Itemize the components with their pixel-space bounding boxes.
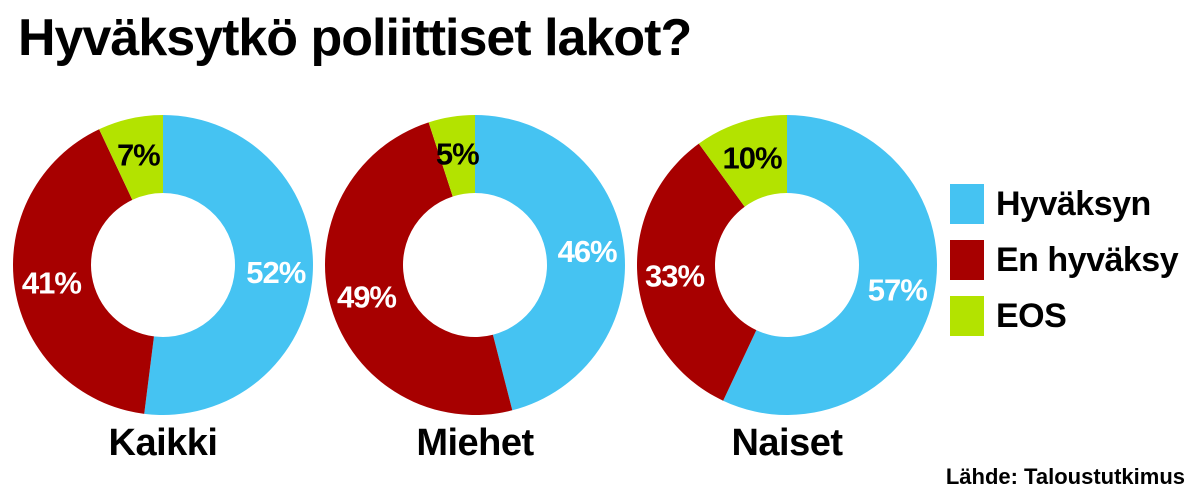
- slice-label-en-hyvaksy: 33%: [645, 259, 704, 294]
- slice-label-eos: 5%: [436, 136, 479, 171]
- legend-swatch-eos: [950, 296, 984, 336]
- slice-label-hyvaksyn: 57%: [868, 273, 927, 308]
- donut-miehet: 46% 49% 5% Miehet: [324, 114, 626, 464]
- slice-eos: [428, 115, 475, 197]
- slice-en-hyvaksy: [324, 122, 513, 416]
- legend-item-hyvaksyn: Hyväksyn: [950, 176, 1178, 232]
- slice-label-en-hyvaksy: 49%: [337, 280, 396, 315]
- donut-kaikki: 52% 41% 7% Kaikki: [12, 115, 313, 464]
- slice-eos: [698, 115, 787, 207]
- legend-label: Hyväksyn: [996, 184, 1151, 223]
- legend-label: EOS: [996, 296, 1067, 335]
- slice-en-hyvaksy: [637, 143, 757, 401]
- donut-label: Kaikki: [109, 422, 218, 464]
- legend-swatch-hyvaksyn: [950, 184, 984, 224]
- donut-naiset: 57% 33% 10% Naiset: [637, 115, 937, 464]
- legend-item-eos: EOS: [950, 288, 1178, 344]
- slice-label-eos: 7%: [117, 138, 160, 173]
- slice-hyvaksyn: [723, 115, 937, 415]
- donut-label: Miehet: [416, 422, 534, 464]
- chart-title: Hyväksytkö poliittiset lakot?: [18, 9, 692, 67]
- source-note: Lähde: Taloustutkimus: [945, 464, 1185, 489]
- slice-eos: [99, 115, 163, 200]
- slice-en-hyvaksy: [12, 129, 154, 414]
- donut-label: Naiset: [731, 422, 843, 464]
- slice-hyvaksyn: [144, 115, 313, 415]
- legend-label: En hyväksy: [996, 240, 1179, 279]
- slice-hyvaksyn: [475, 114, 626, 411]
- slice-label-hyvaksyn: 52%: [246, 255, 305, 290]
- slice-label-eos: 10%: [723, 141, 782, 176]
- slice-label-en-hyvaksy: 41%: [22, 266, 81, 301]
- legend: Hyväksyn En hyväksy EOS: [950, 176, 1179, 344]
- slice-label-hyvaksyn: 46%: [558, 234, 617, 269]
- legend-swatch-en-hyvaksy: [950, 240, 984, 280]
- legend-item-en-hyvaksy: En hyväksy: [950, 232, 1179, 288]
